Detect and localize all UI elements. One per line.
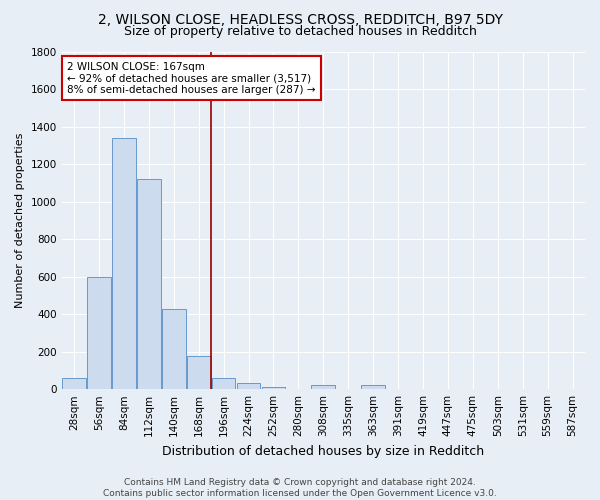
Y-axis label: Number of detached properties: Number of detached properties	[15, 132, 25, 308]
X-axis label: Distribution of detached houses by size in Redditch: Distribution of detached houses by size …	[162, 444, 484, 458]
Text: Size of property relative to detached houses in Redditch: Size of property relative to detached ho…	[124, 25, 476, 38]
Text: Contains HM Land Registry data © Crown copyright and database right 2024.
Contai: Contains HM Land Registry data © Crown c…	[103, 478, 497, 498]
Bar	[87, 276, 111, 389]
Bar	[262, 388, 286, 389]
Bar	[112, 138, 136, 389]
Bar	[311, 386, 335, 389]
Text: 2, WILSON CLOSE, HEADLESS CROSS, REDDITCH, B97 5DY: 2, WILSON CLOSE, HEADLESS CROSS, REDDITC…	[97, 12, 503, 26]
Text: 2 WILSON CLOSE: 167sqm
← 92% of detached houses are smaller (3,517)
8% of semi-d: 2 WILSON CLOSE: 167sqm ← 92% of detached…	[67, 62, 316, 95]
Bar	[212, 378, 235, 389]
Bar	[137, 179, 161, 389]
Bar	[187, 356, 211, 389]
Bar	[162, 310, 185, 389]
Bar	[237, 382, 260, 389]
Bar	[62, 378, 86, 389]
Bar	[361, 386, 385, 389]
